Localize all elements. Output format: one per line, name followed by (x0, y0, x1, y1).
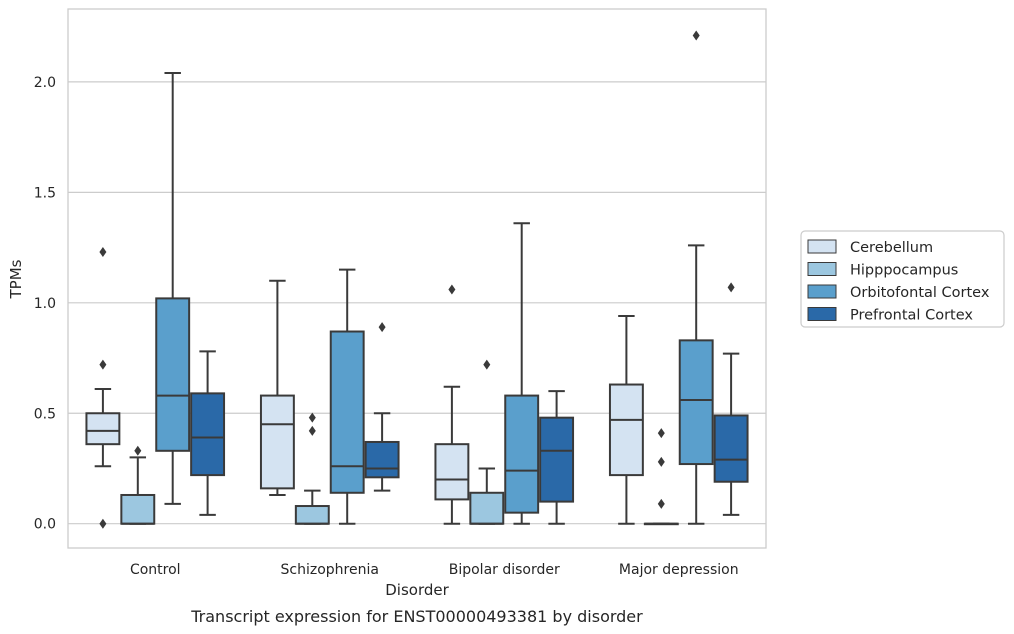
box-group (678, 30, 714, 525)
legend-swatch (807, 307, 837, 321)
box (120, 493, 156, 525)
legend-label: Prefrontal Cortex (850, 308, 973, 324)
box (85, 412, 121, 446)
box-group (120, 445, 156, 525)
box-group (364, 322, 400, 492)
box (434, 443, 470, 501)
box-groups (85, 30, 749, 529)
box-group (294, 412, 330, 525)
outlier-point (448, 284, 456, 295)
box-group (608, 315, 644, 525)
legend-swatch (807, 262, 837, 276)
legend-frame (800, 230, 1005, 328)
box (678, 339, 714, 466)
box-group (504, 222, 540, 525)
box (539, 416, 575, 503)
outlier-point (134, 445, 142, 456)
box (713, 414, 749, 483)
box-group (155, 72, 191, 505)
box-group (259, 279, 295, 496)
outlier-point (727, 282, 735, 293)
legend-label: Orbitofontal Cortex (850, 285, 990, 301)
box (190, 392, 226, 477)
plot-frame (67, 8, 767, 549)
y-tick-label: 1.5 (34, 185, 56, 201)
outlier-point (99, 359, 107, 370)
x-tick-label: Bipolar disorder (449, 562, 560, 578)
x-tick-label: Major depression (619, 562, 739, 578)
outlier-point (99, 518, 107, 529)
outlier-point (99, 246, 107, 257)
y-axis-ticks: 0.0 0.5 1.0 1.5 2.0 (34, 75, 56, 533)
box-group (85, 246, 121, 529)
box (608, 383, 644, 477)
legend-label: Hipppocampus (850, 263, 958, 279)
x-axis-title: Disorder (385, 581, 449, 599)
box-group (469, 359, 505, 525)
box-group (190, 350, 226, 516)
y-tick-label: 1.0 (34, 296, 56, 312)
chart-caption: Transcript expression for ENST0000049338… (190, 607, 643, 626)
outlier-point (483, 359, 491, 370)
outlier-point (657, 456, 665, 467)
box (329, 330, 365, 494)
x-tick-label: Schizophrenia (281, 562, 379, 578)
box-group (713, 282, 749, 516)
box-group (329, 268, 365, 525)
outlier-point (657, 428, 665, 439)
x-axis-ticks: Control Schizophrenia Bipolar disorder Majo… (130, 562, 739, 578)
box (504, 394, 540, 514)
box-group (539, 390, 575, 525)
y-tick-label: 0.5 (34, 406, 56, 422)
box (469, 491, 505, 525)
outlier-point (308, 412, 316, 423)
outlier-point (692, 30, 700, 41)
box (294, 505, 330, 525)
legend-swatch (807, 239, 837, 254)
outlier-point (308, 425, 316, 436)
legend: Cerebellum Hipppocampus Orbitofontal Corte… (800, 230, 1005, 328)
box (364, 440, 400, 479)
y-tick-label: 2.0 (34, 75, 56, 91)
legend-swatch (807, 284, 837, 299)
box-group (643, 428, 679, 526)
box (155, 297, 191, 452)
box (259, 394, 295, 490)
outlier-point (378, 322, 386, 333)
y-tick-label: 0.0 (34, 517, 56, 533)
x-tick-label: Control (130, 562, 181, 578)
box-group (434, 284, 470, 525)
legend-label: Cerebellum (850, 240, 933, 256)
outlier-point (657, 498, 665, 509)
y-axis-title: TPMs (7, 259, 25, 299)
